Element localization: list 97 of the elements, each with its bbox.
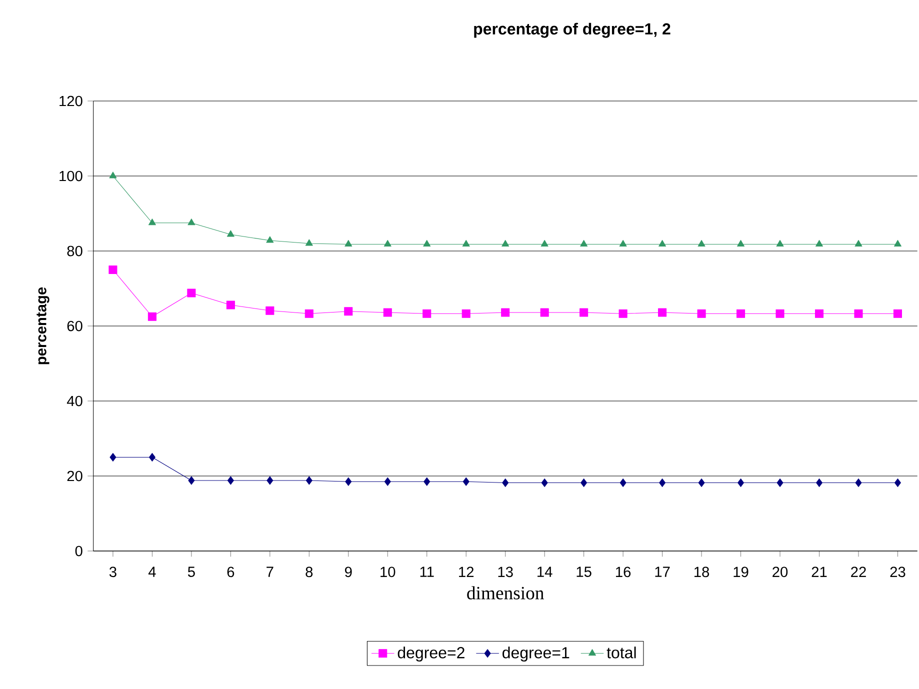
point: [344, 307, 353, 316]
point: [462, 477, 470, 486]
point: [305, 239, 313, 246]
x-tick-label: 11: [420, 566, 434, 577]
point: [227, 476, 234, 485]
point: [540, 308, 549, 317]
point: [383, 308, 392, 317]
y-tick-label: 80: [67, 246, 82, 256]
point: [816, 240, 823, 247]
point: [110, 452, 116, 462]
x-axis-title: dimension: [467, 586, 544, 600]
point: [540, 240, 548, 247]
y-axis-title: percentage: [36, 287, 50, 364]
point: [384, 477, 391, 486]
point: [501, 308, 510, 317]
point: [148, 452, 156, 462]
point: [188, 476, 195, 485]
x-tick-label: 19: [734, 566, 748, 578]
point: [188, 218, 196, 226]
x-tick-label: 12: [459, 566, 474, 577]
point: [148, 218, 156, 226]
point: [108, 265, 118, 274]
point: [854, 240, 862, 247]
legend-label: degree=1: [502, 646, 570, 662]
point: [854, 309, 863, 318]
point: [109, 172, 117, 178]
x-tick-label: 8: [306, 566, 313, 578]
x-tick-label: 14: [538, 566, 552, 577]
point: [422, 309, 432, 318]
x-tick-label: 16: [616, 566, 631, 578]
point: [226, 230, 234, 237]
y-tick-label: 100: [60, 170, 82, 182]
point: [698, 240, 706, 247]
point: [816, 478, 823, 488]
point: [304, 309, 314, 318]
point: [658, 308, 667, 317]
point: [306, 476, 312, 485]
x-tick-label: 20: [772, 566, 788, 578]
point: [266, 236, 274, 243]
point: [659, 478, 666, 488]
x-tick-label: 18: [694, 566, 710, 578]
point: [226, 300, 235, 310]
point: [502, 240, 510, 247]
point: [462, 309, 470, 318]
y-tick-label: 20: [67, 470, 82, 482]
y-tick-label: 40: [66, 396, 82, 406]
point: [344, 240, 352, 247]
x-tick-label: 17: [655, 566, 670, 577]
point: [894, 240, 902, 247]
point: [738, 478, 744, 488]
x-tick-label: 13: [498, 566, 513, 578]
point: [776, 309, 784, 318]
x-tick-label: 4: [148, 566, 156, 577]
x-tick-label: 10: [380, 566, 396, 578]
y-tick-label: 0: [75, 546, 82, 556]
point: [580, 478, 588, 488]
legend-label: degree=2: [398, 646, 464, 662]
point: [776, 478, 784, 488]
x-tick-label: 23: [890, 566, 906, 578]
point: [187, 288, 196, 298]
point: [424, 477, 430, 486]
point: [462, 240, 470, 247]
point: [266, 476, 274, 485]
point: [580, 308, 588, 317]
point: [148, 312, 156, 321]
x-tick-label: 21: [812, 566, 827, 577]
point: [580, 240, 588, 247]
chart-title: percentage of degree=1, 2: [474, 22, 670, 38]
x-tick-label: 6: [227, 566, 234, 578]
legend-label: total: [606, 646, 636, 658]
point: [814, 309, 824, 318]
y-tick-label: 60: [67, 320, 82, 332]
x-tick-label: 15: [576, 566, 592, 577]
y-tick-label: 120: [60, 96, 82, 106]
point: [502, 478, 509, 488]
point: [384, 240, 392, 247]
point: [541, 478, 548, 488]
point: [776, 240, 784, 247]
point: [698, 478, 705, 488]
point: [619, 240, 627, 247]
point: [737, 240, 745, 247]
x-tick-label: 9: [345, 566, 352, 578]
point: [266, 306, 274, 315]
point: [736, 309, 746, 318]
x-tick-label: 3: [109, 566, 116, 578]
point: [620, 478, 626, 488]
point: [697, 309, 706, 318]
point: [894, 478, 901, 488]
x-tick-label: 7: [266, 566, 274, 577]
point: [893, 309, 902, 318]
point: [345, 477, 352, 486]
x-tick-label: 22: [851, 566, 866, 577]
x-tick-label: 5: [188, 566, 195, 577]
point: [855, 478, 862, 488]
point: [658, 240, 666, 247]
point: [618, 309, 628, 318]
point: [423, 240, 431, 247]
